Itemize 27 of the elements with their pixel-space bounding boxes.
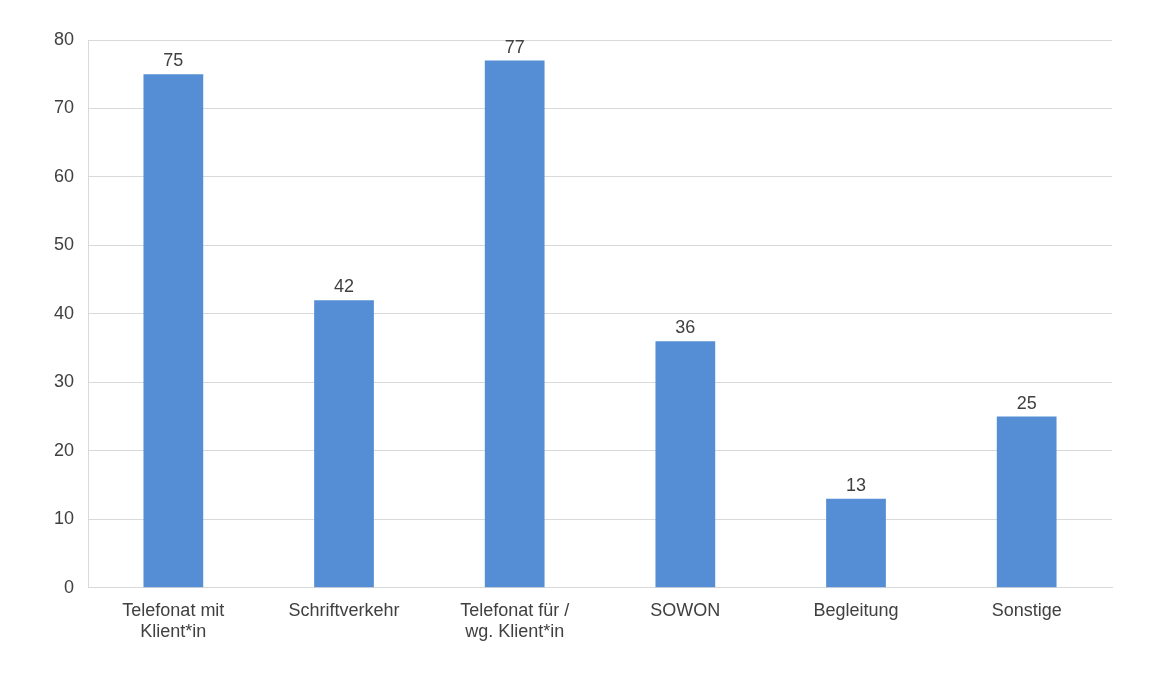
- data-label: 36: [675, 317, 696, 338]
- data-label: 42: [334, 276, 355, 297]
- y-tick-label: 70: [53, 97, 75, 118]
- data-label: 75: [163, 50, 184, 71]
- y-tick-label: 30: [53, 371, 75, 392]
- x-tick-label: Telefonat für / wg. Klient*in: [460, 599, 570, 642]
- y-tick-label: 50: [53, 234, 75, 255]
- data-label: 25: [1016, 392, 1037, 413]
- y-tick-label: 80: [53, 28, 75, 49]
- x-tick-label: SOWON: [650, 599, 721, 620]
- bar: [314, 300, 374, 588]
- y-tick-label: 10: [53, 508, 75, 529]
- x-tick-label: Begleitung: [813, 599, 899, 620]
- y-tick-label: 0: [64, 576, 75, 597]
- x-tick-label: Telefonat mit Klient*in: [122, 599, 225, 642]
- y-tick-label: 40: [53, 302, 75, 323]
- data-label: 13: [845, 474, 867, 495]
- bar: [996, 416, 1057, 588]
- x-tick-label: Schriftverkehr: [288, 599, 400, 620]
- y-tick-label: 20: [53, 439, 75, 460]
- y-tick-label: 60: [53, 165, 75, 186]
- x-tick-label: Sonstige: [991, 599, 1062, 620]
- bar: [826, 498, 886, 588]
- bar: [655, 341, 716, 588]
- data-label: 77: [504, 36, 525, 57]
- bar: [143, 74, 204, 588]
- bar: [484, 60, 545, 588]
